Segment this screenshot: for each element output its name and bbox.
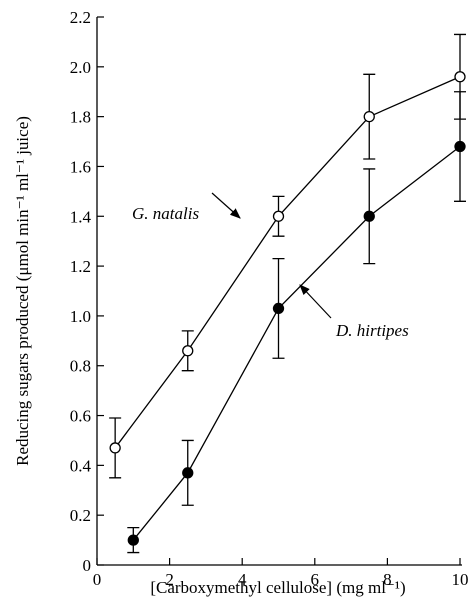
- x-tick-label: 8: [383, 570, 392, 589]
- y-tick-label: 0.6: [70, 407, 91, 426]
- data-point: [454, 71, 466, 83]
- data-point: [363, 110, 375, 123]
- data-point: [182, 467, 194, 479]
- y-tick-label: 1.4: [70, 207, 92, 226]
- y-tick-label: 0.4: [70, 456, 92, 475]
- y-tick-label: 2.0: [70, 58, 91, 77]
- series-line: [114, 76, 461, 449]
- data-point: [363, 210, 375, 222]
- data-point: [109, 442, 121, 454]
- y-tick-label: 0.8: [70, 357, 91, 376]
- y-tick-label: 0.2: [70, 506, 91, 525]
- x-tick-label: 10: [452, 570, 469, 589]
- x-tick-label: 6: [311, 570, 320, 589]
- data-point: [182, 345, 194, 357]
- y-axis-label: Reducing sugars produced (μmol min⁻¹ ml⁻…: [13, 116, 32, 466]
- x-tick-label: 2: [165, 570, 174, 589]
- y-tick-label: 1.8: [70, 108, 91, 127]
- y-tick-label: 1.0: [70, 307, 91, 326]
- y-tick-label: 1.6: [70, 157, 91, 176]
- x-tick-label: 4: [238, 570, 247, 589]
- x-axis-label: [Carboxymethyl cellulose] (mg ml⁻¹): [150, 578, 405, 597]
- data-point: [127, 534, 139, 546]
- annotation-arrow: [211, 192, 241, 219]
- y-tick-label: 1.2: [70, 257, 91, 276]
- series-annotation: D. hirtipes: [335, 321, 409, 340]
- annotation-arrow: [299, 284, 332, 319]
- data-point: [272, 210, 285, 222]
- data-point: [454, 140, 466, 153]
- series-annotation: G. natalis: [132, 204, 199, 223]
- data-point: [272, 302, 285, 315]
- y-tick-label: 0: [83, 556, 92, 575]
- x-tick-label: 0: [93, 570, 102, 589]
- y-tick-label: 2.2: [70, 8, 91, 27]
